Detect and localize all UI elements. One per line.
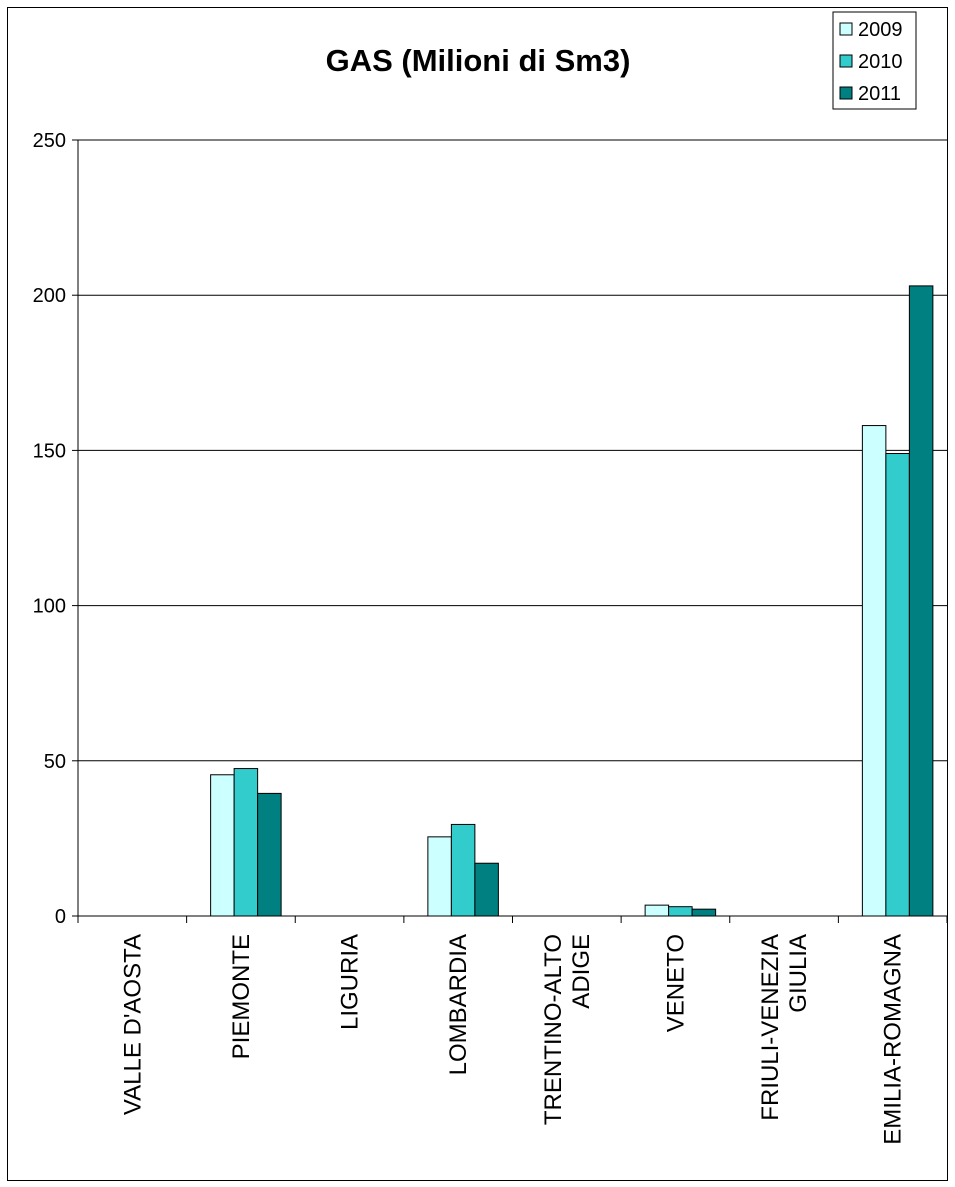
bar-2009-7 <box>861 425 887 917</box>
x-tick-label: VALLE D'AOSTA <box>119 934 146 1115</box>
chart-title: GAS (Milioni di Sm3) <box>326 43 631 78</box>
axis-layer: 0 50 100 150 200 250 VALLE D'AOSTA PIEMONTE LIGU… <box>33 130 947 1145</box>
y-tick-label: 250 <box>33 130 66 152</box>
y-tick-label: 100 <box>33 596 66 618</box>
y-tick-label: 200 <box>33 285 66 307</box>
legend-label-2011: 2011 <box>858 83 901 105</box>
x-tick-label: VENETO <box>662 934 689 1032</box>
bar-2010-5 <box>668 906 693 917</box>
x-tick-label: EMILIA-ROMAGNA <box>880 934 907 1145</box>
chart-svg: GAS (Milioni di Sm3) 0 50 100 150 200 250 VALL… <box>33 11 947 1145</box>
x-tick-label: FRIULI-VENEZIAGIULIA <box>757 934 812 1121</box>
bar-2010-7 <box>885 453 910 917</box>
bar-2009-3 <box>427 836 452 917</box>
chart-frame: GAS (Milioni di Sm3) 0 50 100 150 200 250 VALL… <box>7 7 948 1181</box>
y-tick-label: 50 <box>44 751 66 773</box>
bar-2011-7 <box>908 285 934 917</box>
legend-swatch-2009 <box>839 22 853 36</box>
x-tick-label: TRENTINO-ALTOADIGE <box>540 934 595 1125</box>
bar-2010-3 <box>450 823 476 917</box>
grid-layer <box>78 139 947 762</box>
x-tick-label: LIGURIA <box>337 934 364 1030</box>
bar-2011-1 <box>257 792 282 917</box>
bar-2009-5 <box>644 904 670 917</box>
y-tick-label: 0 <box>55 906 66 928</box>
legend-swatch-2011 <box>839 86 853 100</box>
x-tick-label: LOMBARDIA <box>445 934 472 1075</box>
bar-2011-3 <box>474 862 499 917</box>
legend-label-2009: 2009 <box>858 19 903 41</box>
legend-label-2010: 2010 <box>858 51 903 73</box>
y-tick-label: 150 <box>33 440 66 462</box>
x-tick-label: PIEMONTE <box>228 934 255 1059</box>
bar-2009-1 <box>210 774 235 917</box>
bar-2011-5 <box>691 908 717 917</box>
legend: 2009 2010 2011 <box>832 11 917 110</box>
bar-layer <box>210 285 934 917</box>
legend-swatch-2010 <box>839 54 853 68</box>
bar-2010-1 <box>233 768 259 917</box>
